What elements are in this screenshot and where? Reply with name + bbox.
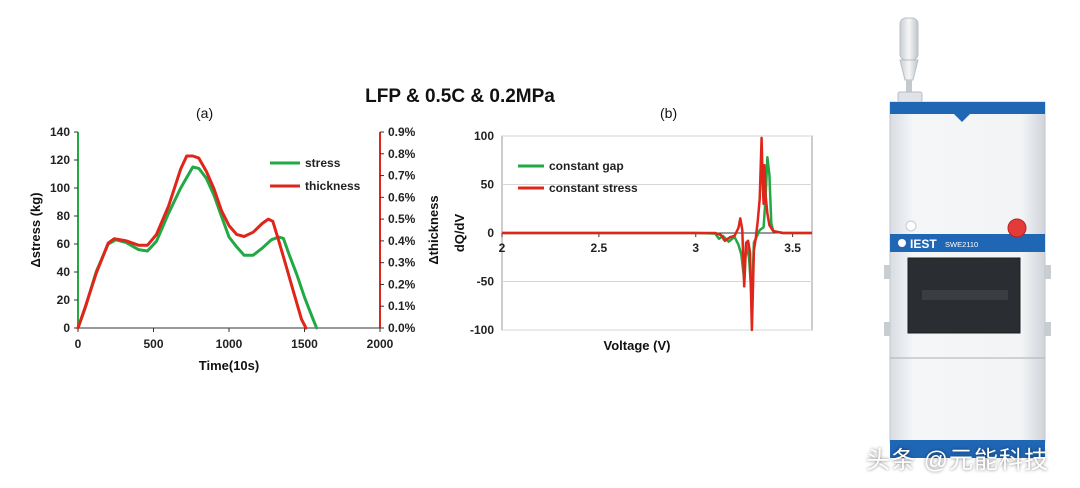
y2-tick-label: 0.7% <box>388 169 416 183</box>
y2-tick-label: 0.0% <box>388 321 416 335</box>
panel-a-label: (a) <box>196 105 214 121</box>
legend-label-constant-stress: constant stress <box>549 181 638 195</box>
y-tick-label: 100 <box>50 181 70 195</box>
y-tick-label: 60 <box>57 237 71 251</box>
x-axis-label: Voltage (V) <box>604 338 671 353</box>
chart-a: 0 500 1000 1500 2000 0 20 40 60 80 100 120 140 0.0% 0.… <box>28 125 440 373</box>
device-screen <box>907 257 1021 334</box>
x-tick-label: 1500 <box>291 337 318 351</box>
y-axis-label: Δstress (kg) <box>28 192 43 267</box>
legend-label-stress: stress <box>305 156 341 170</box>
y-tick-label: -100 <box>470 323 494 337</box>
x-tick-label: 2000 <box>367 337 394 351</box>
x-tick-label: 2.5 <box>591 241 608 255</box>
x-tick-label: 500 <box>143 337 163 351</box>
chart-b: -100 -50 0 50 100 2 2.5 3 3.5 Voltage (V) dQ/dV con… <box>452 129 813 353</box>
y-tick-label: -50 <box>477 275 495 289</box>
x-tick-label: 1000 <box>216 337 243 351</box>
series-line-constant-gap <box>502 156 812 303</box>
device-logo: IEST SWE2110 <box>898 237 978 251</box>
watermark-text: 头条 @元能科技 <box>866 447 1050 474</box>
y-tick-label: 0 <box>487 226 494 240</box>
legend-label-thickness: thickness <box>305 179 361 193</box>
y2-tick-label: 0.2% <box>388 277 416 291</box>
y2-tick-label: 0.3% <box>388 256 416 270</box>
y2-tick-label: 0.9% <box>388 125 416 139</box>
device-illustration: IEST SWE2110 <box>884 17 1051 458</box>
model-label: SWE2110 <box>945 240 978 249</box>
panel-b-label: (b) <box>660 105 678 121</box>
emergency-stop-button <box>1007 218 1027 238</box>
x-axis-label: Time(10s) <box>199 358 259 373</box>
y2-tick-label: 0.4% <box>388 234 416 248</box>
series-line-thickness <box>76 154 308 330</box>
y-tick-label: 120 <box>50 153 70 167</box>
x-tick-label: 3.5 <box>784 241 801 255</box>
figure-title: LFP & 0.5C & 0.2MPa <box>365 86 555 107</box>
y-axis-label: dQ/dV <box>452 214 467 253</box>
y-tick-label: 140 <box>50 125 70 139</box>
legend-label-constant-gap: constant gap <box>549 159 624 173</box>
x-tick-label: 0 <box>75 337 82 351</box>
indicator-light <box>905 220 917 232</box>
y-tick-label: 100 <box>474 129 494 143</box>
device-sensor-tube <box>897 17 923 103</box>
y-tick-label: 20 <box>57 293 71 307</box>
x-tick-label: 3 <box>692 241 699 255</box>
series-line-constant-stress <box>502 136 812 332</box>
y2-tick-label: 0.6% <box>388 190 416 204</box>
y2-tick-label: 0.1% <box>388 299 416 313</box>
y-tick-label: 0 <box>63 321 70 335</box>
y2-tick-label: 0.8% <box>388 147 416 161</box>
y-tick-label: 80 <box>57 209 71 223</box>
y-tick-label: 50 <box>481 178 495 192</box>
brand-label: IEST <box>910 237 937 251</box>
y-tick-label: 40 <box>57 265 71 279</box>
x-tick-label: 2 <box>499 241 506 255</box>
y2-axis-label: Δthickness <box>426 195 440 264</box>
y2-tick-label: 0.5% <box>388 212 416 226</box>
